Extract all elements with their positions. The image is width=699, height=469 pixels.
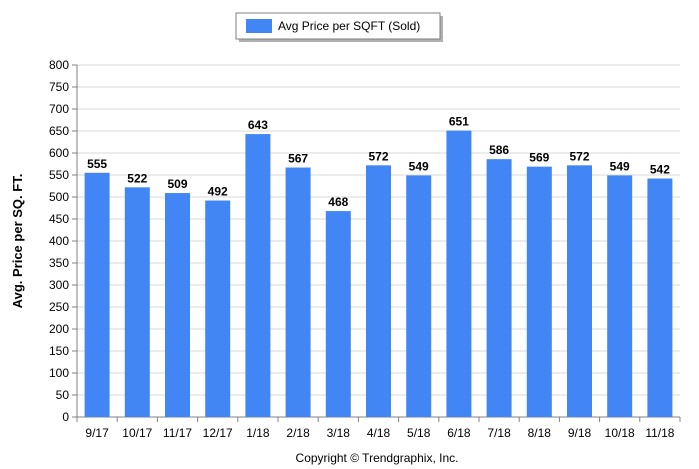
bar: [84, 172, 110, 417]
bar: [647, 178, 673, 417]
x-tick-label: 7/18: [487, 426, 511, 440]
x-tick-label: 6/18: [447, 426, 471, 440]
bar-value-label: 572: [569, 149, 589, 163]
bar-value-label: 492: [208, 185, 228, 199]
bar: [285, 167, 311, 417]
x-tick-label: 8/18: [528, 426, 552, 440]
x-tick-label: 2/18: [286, 426, 310, 440]
bar-value-label: 509: [167, 177, 187, 191]
x-tick-label: 11/18: [645, 426, 674, 440]
y-tick-label: 650: [49, 124, 69, 138]
x-tick-label: 1/18: [246, 426, 270, 440]
y-tick-label: 750: [49, 80, 69, 94]
bar: [124, 187, 150, 417]
bars: [84, 130, 673, 417]
bar: [205, 200, 231, 417]
bar-value-label: 567: [288, 152, 308, 166]
bar-value-label: 586: [489, 143, 509, 157]
bar: [366, 165, 391, 417]
legend-swatch: [246, 19, 272, 33]
bar-value-label: 542: [650, 163, 670, 177]
legend: Avg Price per SQFT (Sold): [235, 12, 443, 42]
y-tick-label: 800: [49, 58, 69, 72]
bar-value-label: 555: [87, 157, 107, 171]
bar: [245, 134, 271, 417]
bar: [607, 175, 633, 417]
bar: [406, 175, 432, 417]
bar-value-label: 468: [328, 195, 348, 209]
bar: [486, 159, 512, 417]
x-tick-label: 10/18: [605, 426, 635, 440]
y-tick-label: 300: [49, 278, 69, 292]
y-tick-label: 0: [62, 410, 69, 424]
y-tick-label: 450: [49, 212, 69, 226]
x-tick-label: 5/18: [407, 426, 431, 440]
x-tick-label: 11/17: [163, 426, 192, 440]
bar: [526, 166, 552, 417]
bar: [567, 165, 592, 417]
y-tick-label: 100: [49, 366, 69, 380]
bar: [165, 193, 190, 417]
y-tick-label: 700: [49, 102, 69, 116]
bar-value-label: 569: [529, 151, 549, 165]
y-tick-label: 250: [49, 300, 69, 314]
x-tick-label: 12/17: [203, 426, 233, 440]
x-tick-label: 9/18: [568, 426, 592, 440]
y-tick-label: 350: [49, 256, 69, 270]
bar-value-label: 643: [248, 118, 268, 132]
y-tick-label: 600: [49, 146, 69, 160]
data-labels: 555 522 509 492 643 567 468 572 549 651 586 569 572 5…: [87, 115, 670, 210]
y-tick-label: 500: [49, 190, 69, 204]
copyright-text: Copyright © Trendgraphix, Inc.: [296, 451, 459, 465]
bar-value-label: 651: [449, 115, 469, 129]
x-tick-label: 3/18: [327, 426, 351, 440]
y-tick-label: 200: [49, 322, 69, 336]
y-tick-label: 400: [49, 234, 69, 248]
bar: [446, 130, 472, 417]
y-tick-label: 50: [56, 388, 70, 402]
y-axis-title: Avg. Price per SQ. FT.: [10, 174, 25, 309]
x-tick-label: 4/18: [367, 426, 391, 440]
y-tick-label: 150: [49, 344, 69, 358]
y-tick-label: 550: [49, 168, 69, 182]
bar-value-label: 572: [368, 149, 388, 163]
legend-label: Avg Price per SQFT (Sold): [278, 19, 420, 33]
bar-value-label: 522: [127, 171, 147, 185]
x-axis: 9/17 10/17 11/17 12/17 1/18 2/18 3/18 4/18 5/18 6…: [76, 416, 681, 440]
y-axis: 0 50 100 150 200 250 300 350 400 450 500 550 600 650 7…: [49, 58, 78, 424]
x-tick-label: 9/17: [85, 426, 109, 440]
bar: [325, 211, 351, 417]
bar-value-label: 549: [409, 159, 429, 173]
bar-value-label: 549: [610, 159, 630, 173]
x-tick-label: 10/17: [122, 426, 152, 440]
